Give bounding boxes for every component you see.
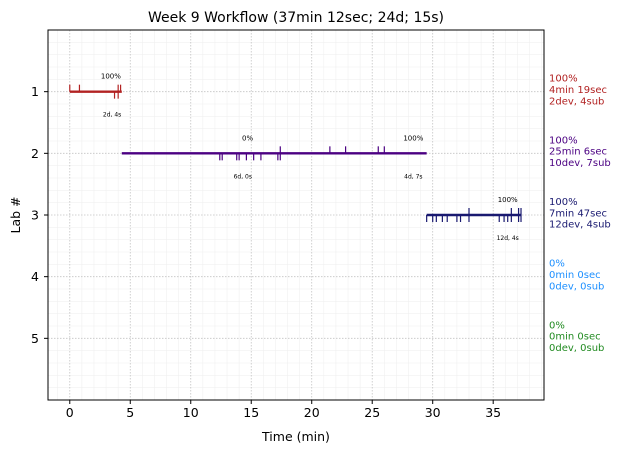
lab-1-timeline: 100% 2d, 4s xyxy=(69,73,122,119)
x-tick-label: 15 xyxy=(243,405,259,420)
x-tick-label: 5 xyxy=(126,405,134,420)
y-tick-label: 3 xyxy=(31,208,39,223)
count-label: 12d, 4s xyxy=(497,235,519,242)
lab-summary-text: 100% xyxy=(549,74,578,85)
progress-label: 100% xyxy=(498,196,518,204)
chart-title: Week 9 Workflow (37min 12sec; 24d; 15s) xyxy=(148,10,444,26)
lab-summary-text: 7min 47sec xyxy=(549,208,607,219)
count-label: 2d, 4s xyxy=(103,112,121,119)
x-tick-label: 20 xyxy=(304,405,320,420)
y-tick-label: 4 xyxy=(31,269,39,284)
lab-timelines: 100% 2d, 4s 0% 100% 6d, 0s 4d, 7s 100% 12d, 4s xyxy=(69,73,522,242)
x-tick-label: 30 xyxy=(425,405,441,420)
x-tick-label: 35 xyxy=(485,405,501,420)
progress-label: 0% xyxy=(242,134,253,142)
y-axis-label: Lab # xyxy=(8,196,23,233)
count-label: 4d, 7s xyxy=(404,173,422,180)
lab-summary-text: 4min 19sec xyxy=(549,85,607,96)
lab-summary-text: 100% xyxy=(549,197,578,208)
lab-summary-text: 0% xyxy=(549,320,565,331)
y-axis: 1 2 3 4 5 xyxy=(31,84,48,346)
lab-summary-text: 0min 0sec xyxy=(549,332,601,343)
progress-label: 100% xyxy=(101,73,121,81)
y-tick-label: 5 xyxy=(31,331,39,346)
lab-2-timeline: 0% 100% 6d, 0s 4d, 7s xyxy=(121,134,427,180)
lab-summary-text: 100% xyxy=(549,135,578,146)
y-tick-label: 1 xyxy=(31,84,39,99)
lab-summary-text: 2dev, 4sub xyxy=(549,96,604,107)
x-axis-label: Time (min) xyxy=(261,429,330,444)
lab-summary-text: 12dev, 4sub xyxy=(549,220,611,231)
lab-summary-text: 25min 6sec xyxy=(549,147,607,158)
count-label: 6d, 0s xyxy=(234,173,252,180)
lab-summary-text: 0dev, 0sub xyxy=(549,281,604,292)
y-tick-label: 2 xyxy=(31,146,39,161)
lab-summary-text: 0dev, 0sub xyxy=(549,343,604,354)
x-tick-label: 25 xyxy=(364,405,380,420)
x-axis: 0 5 10 15 20 25 30 35 xyxy=(66,400,501,420)
lab-summary-text: 10dev, 7sub xyxy=(549,158,611,169)
progress-label: 100% xyxy=(403,134,423,142)
x-tick-label: 0 xyxy=(66,405,74,420)
x-tick-label: 10 xyxy=(183,405,199,420)
lab-summary-text: 0% xyxy=(549,259,565,270)
lab-summary-text: 0min 0sec xyxy=(549,270,601,281)
lab-3-timeline: 100% 12d, 4s xyxy=(426,196,522,242)
